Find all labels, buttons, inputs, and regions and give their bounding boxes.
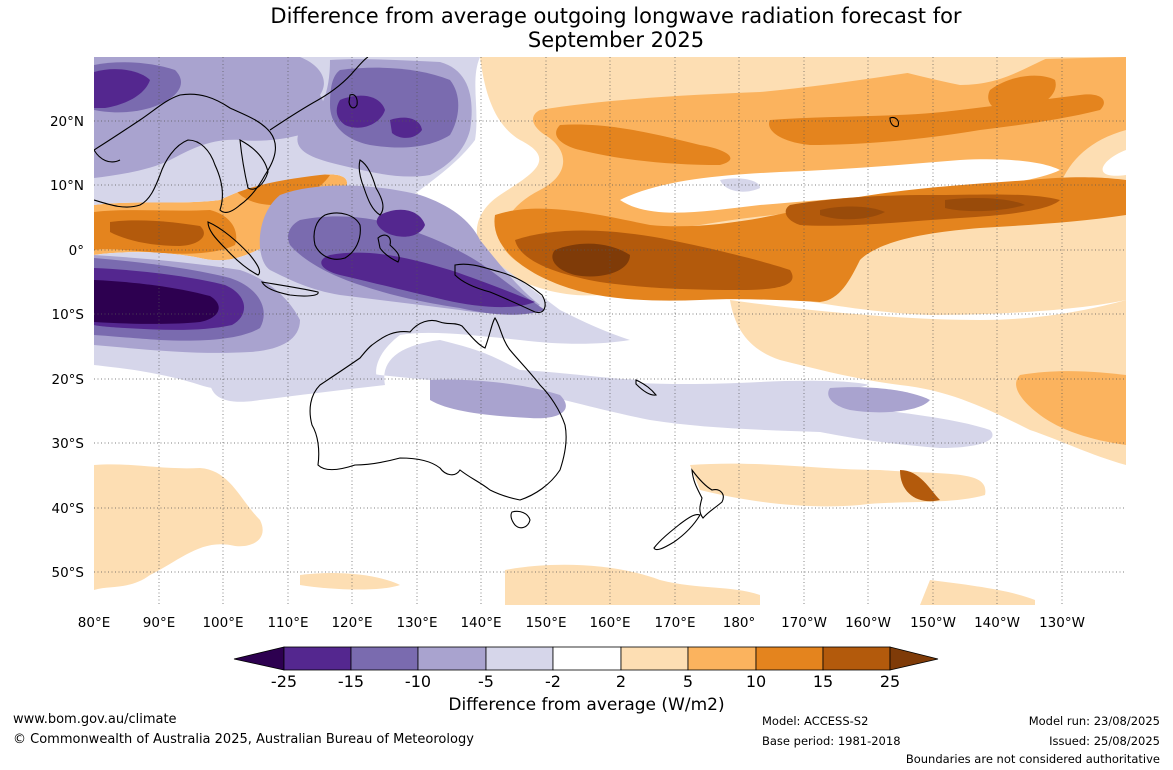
lon-label: 170°W bbox=[781, 615, 827, 631]
borneo-outline bbox=[313, 212, 361, 260]
model-name: Model: ACCESS-S2 bbox=[762, 714, 869, 728]
lat-label: 20°S bbox=[52, 372, 85, 388]
copyright-text: © Commonwealth of Australia 2025, Austra… bbox=[13, 732, 474, 747]
anomaly-field bbox=[94, 57, 1126, 605]
philippines-outline bbox=[358, 159, 384, 216]
longitude-labels: 80°E 90°E 100°E 110°E 120°E 130°E 140°E … bbox=[78, 615, 1085, 631]
colorbar-title: Difference from average (W/m2) bbox=[448, 695, 725, 715]
sumatra-outline bbox=[207, 221, 261, 276]
map-title: Difference from average outgoing longwav… bbox=[0, 4, 1173, 52]
disclaimer-text: Boundaries are not considered authoritat… bbox=[905, 752, 1160, 766]
lon-label: 150°E bbox=[525, 615, 566, 631]
china-coast-outline bbox=[269, 57, 369, 131]
java-outline bbox=[261, 281, 319, 297]
lon-label: 140°W bbox=[974, 615, 1020, 631]
lat-label: 50°S bbox=[52, 565, 85, 581]
title-line-2: September 2025 bbox=[527, 28, 705, 52]
lon-label: 130°W bbox=[1039, 615, 1085, 631]
lon-label: 130°E bbox=[396, 615, 437, 631]
website-link[interactable]: www.bom.gov.au/climate bbox=[13, 712, 177, 727]
colorbar-segment bbox=[417, 646, 487, 671]
colorbar-segment bbox=[283, 646, 352, 671]
graticule bbox=[94, 57, 1126, 605]
colorbar-extend-low bbox=[233, 646, 285, 671]
lon-label: 170°E bbox=[654, 615, 695, 631]
lon-label: 100°E bbox=[202, 615, 243, 631]
lon-label: 140°E bbox=[460, 615, 501, 631]
colorbar-segment bbox=[822, 646, 891, 671]
sulawesi-outline bbox=[377, 234, 400, 263]
base-period: Base period: 1981-2018 bbox=[762, 734, 901, 748]
lon-label: 160°W bbox=[845, 615, 891, 631]
colorbar: -25 -15 -10 -5 -2 2 5 10 15 25 bbox=[233, 646, 939, 691]
lon-label: 80°E bbox=[78, 615, 110, 631]
colorbar-tick-label: 15 bbox=[813, 672, 833, 691]
lat-label: 10°S bbox=[52, 307, 85, 323]
issued-date: Issued: 25/08/2025 bbox=[1049, 734, 1160, 748]
latitude-labels: 20°N 10°N 0° 10°S 20°S 30°S 40°S 50°S bbox=[50, 114, 84, 581]
colorbar-tick-label: 25 bbox=[880, 672, 900, 691]
colorbar-segment bbox=[350, 646, 419, 671]
new-guinea-outline bbox=[454, 263, 546, 314]
colorbar-segment bbox=[687, 646, 757, 671]
lon-label: 180° bbox=[723, 615, 756, 631]
colorbar-tick-label: 10 bbox=[746, 672, 766, 691]
australia-outline bbox=[309, 317, 567, 501]
new-caledonia-outline bbox=[635, 379, 658, 396]
new-zealand-south-outline bbox=[653, 514, 701, 551]
colorbar-tick-label: -15 bbox=[338, 672, 364, 691]
lon-label: 120°E bbox=[331, 615, 372, 631]
india-outline bbox=[94, 149, 121, 163]
coastlines bbox=[94, 57, 899, 551]
colorbar-segment bbox=[755, 646, 824, 671]
taiwan-outline bbox=[348, 94, 358, 109]
lon-label: 90°E bbox=[143, 615, 175, 631]
colorbar-tick-label: -10 bbox=[405, 672, 431, 691]
indochina-outline bbox=[239, 139, 269, 190]
title-line-1: Difference from average outgoing longwav… bbox=[270, 4, 962, 28]
lat-label: 0° bbox=[69, 243, 84, 259]
new-zealand-north-outline bbox=[691, 468, 724, 519]
model-run-date: Model run: 23/08/2025 bbox=[1028, 714, 1160, 728]
lat-label: 40°S bbox=[52, 501, 85, 517]
lon-label: 160°E bbox=[589, 615, 630, 631]
colorbar-tick-label: -5 bbox=[478, 672, 494, 691]
asia-mainland-outline bbox=[94, 93, 276, 214]
colorbar-segment bbox=[485, 646, 554, 671]
colorbar-extend-high bbox=[889, 646, 939, 671]
hawaii-outline bbox=[889, 116, 899, 128]
colorbar-tick-label: -25 bbox=[271, 672, 297, 691]
lat-label: 20°N bbox=[50, 114, 84, 130]
colorbar-segment bbox=[552, 646, 622, 671]
colorbar-tick-label: -2 bbox=[545, 672, 561, 691]
colorbar-tick-label: 5 bbox=[683, 672, 693, 691]
lon-label: 150°W bbox=[910, 615, 956, 631]
lat-label: 10°N bbox=[50, 178, 84, 194]
tasmania-outline bbox=[510, 510, 531, 529]
colorbar-segment bbox=[620, 646, 689, 671]
lon-label: 110°E bbox=[267, 615, 308, 631]
colorbar-tick-label: 2 bbox=[616, 672, 626, 691]
lat-label: 30°S bbox=[52, 436, 85, 452]
